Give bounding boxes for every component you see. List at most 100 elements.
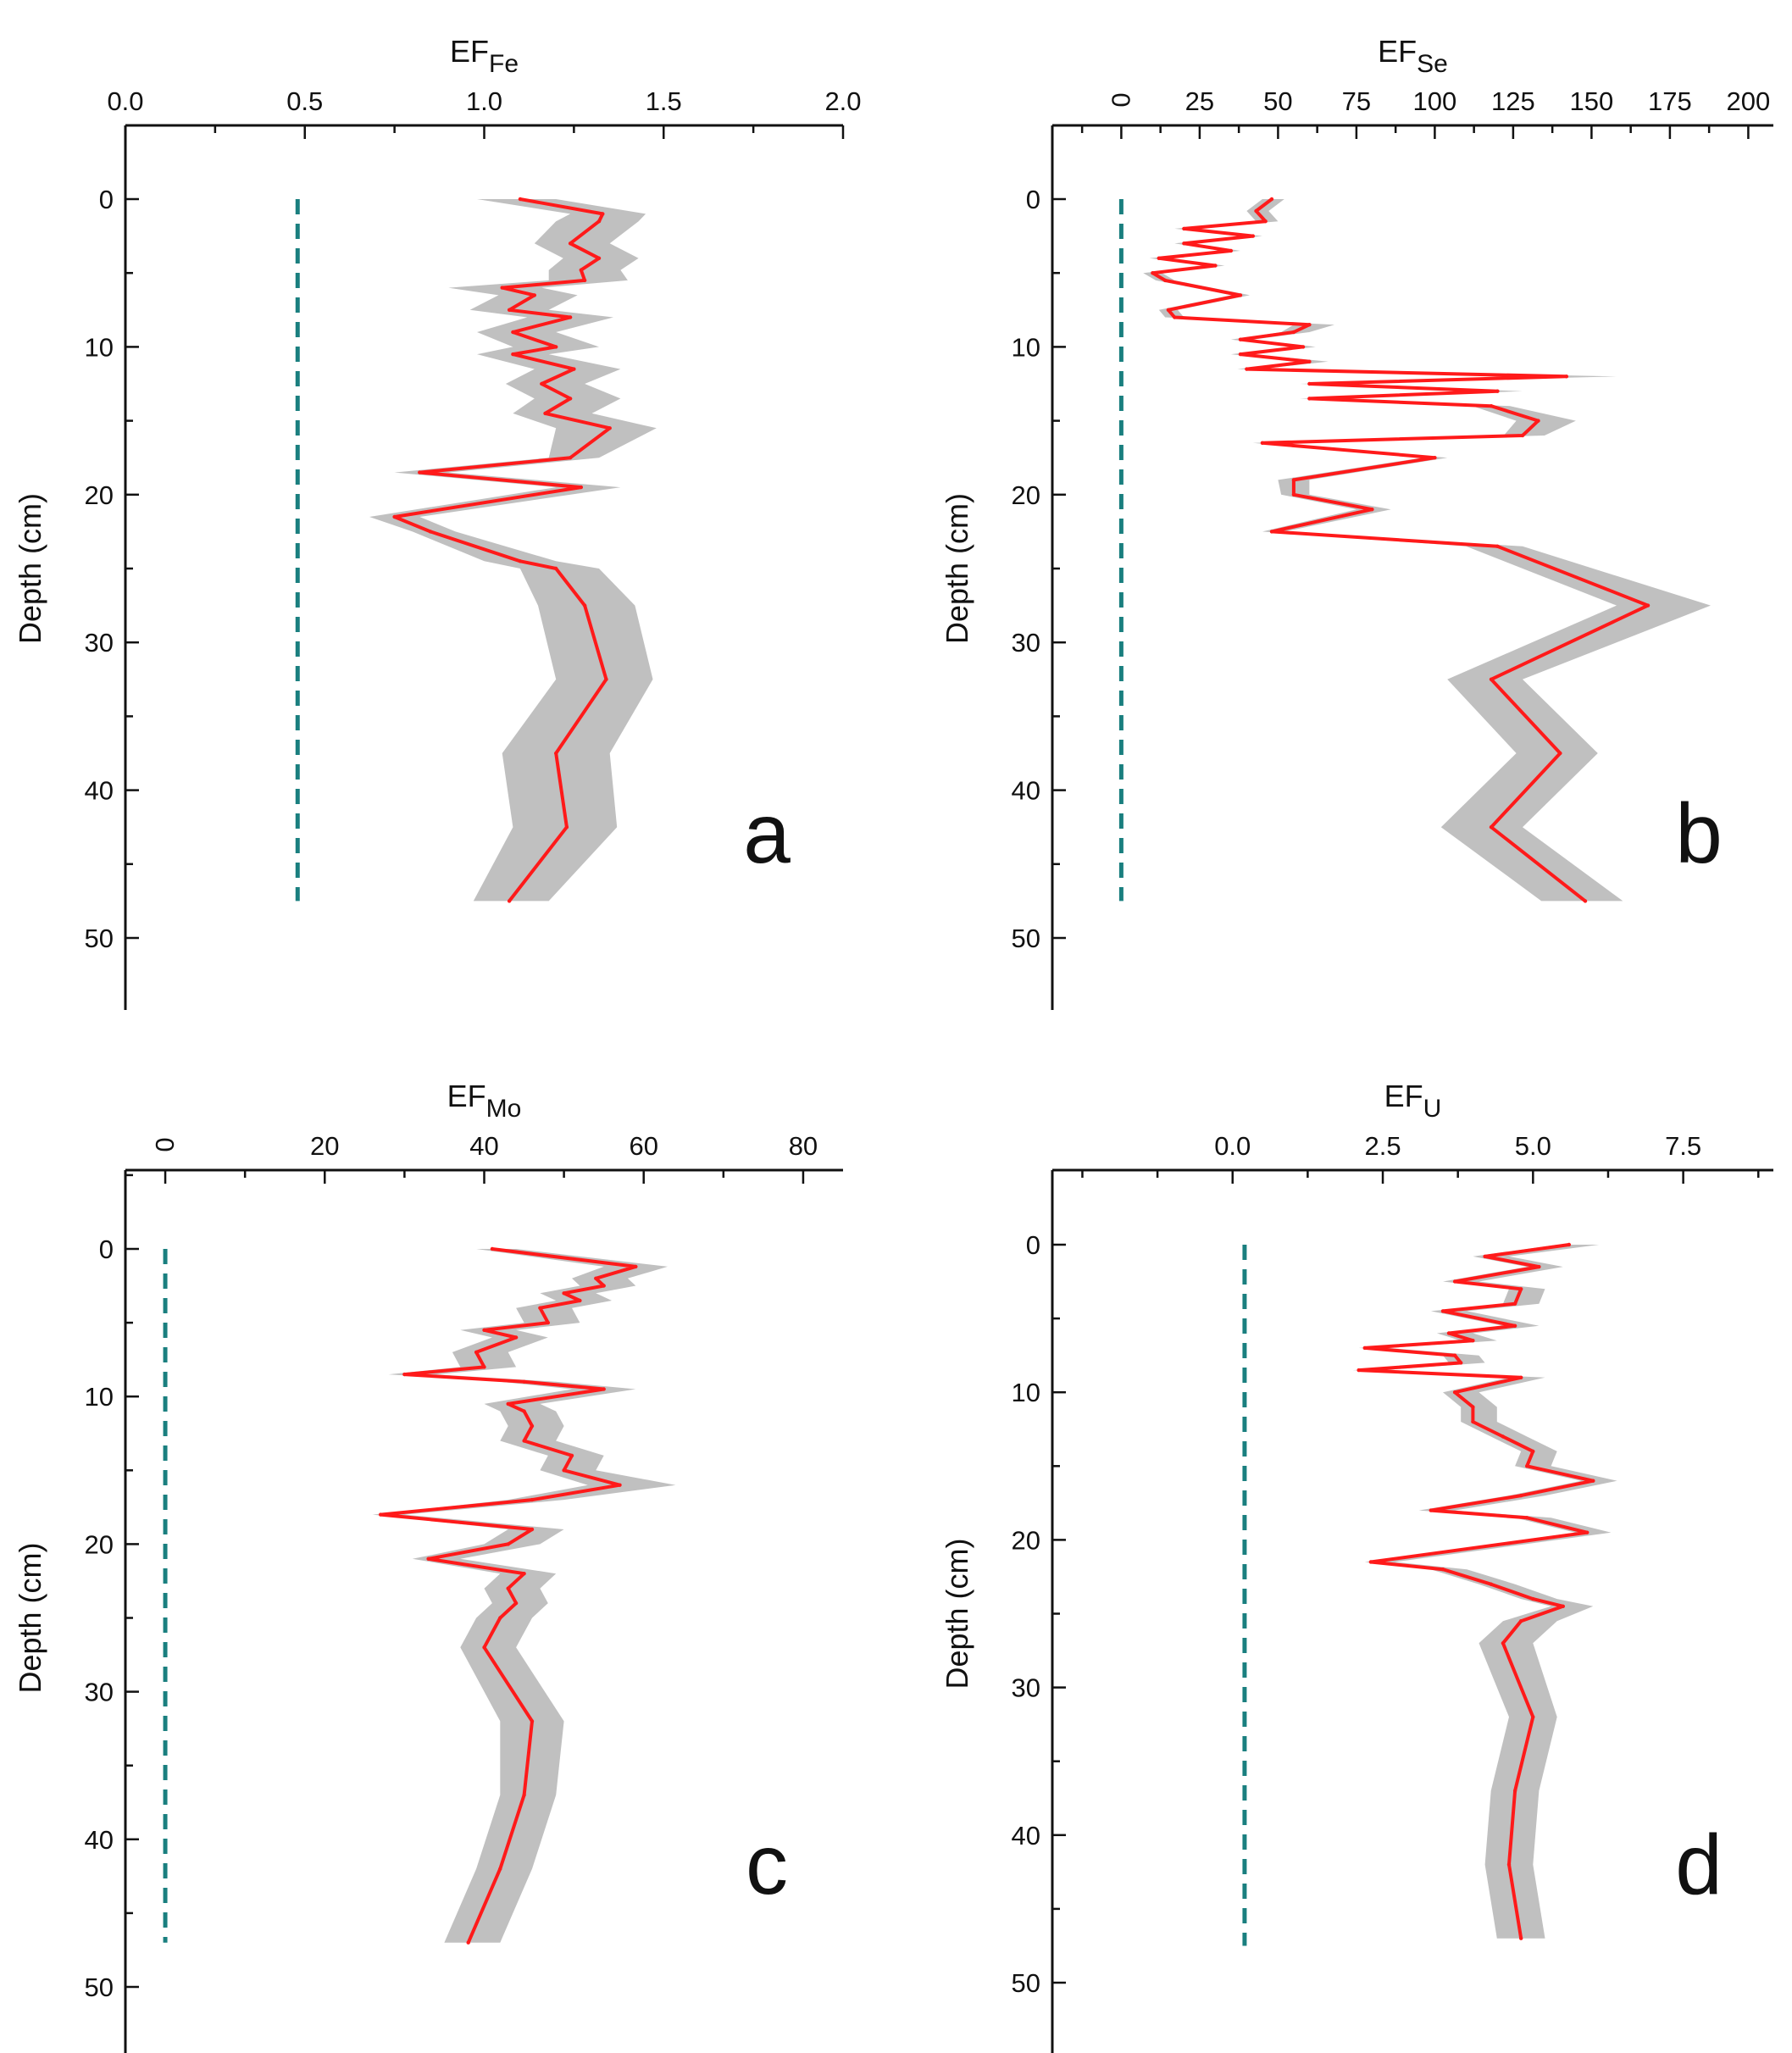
data-point	[1483, 1254, 1487, 1259]
x-tick-label: 1.0	[466, 86, 502, 116]
data-point	[1519, 1936, 1523, 1940]
data-point	[490, 1246, 495, 1251]
data-point	[498, 1867, 502, 1871]
data-point	[1291, 330, 1296, 335]
data-point	[1519, 1493, 1523, 1498]
data-point	[1489, 677, 1494, 681]
data-point	[1151, 271, 1155, 275]
data-point	[1307, 397, 1312, 401]
panel-letter-b: b	[1675, 786, 1723, 881]
data-point	[564, 825, 569, 830]
x-tick-label: 0.0	[107, 86, 143, 116]
data-point	[518, 559, 523, 563]
data-point	[1525, 1464, 1529, 1468]
data-point	[602, 1284, 606, 1288]
y-tick-label: 50	[1012, 924, 1040, 953]
data-point	[1645, 603, 1651, 608]
data-point	[522, 1409, 526, 1413]
y-tick-label: 40	[85, 776, 114, 806]
y-tick-label: 40	[1012, 1821, 1040, 1850]
data-point	[562, 1468, 566, 1473]
data-point	[1564, 375, 1569, 379]
data-point	[506, 1586, 510, 1590]
data-point	[568, 456, 573, 460]
y-tick-label: 50	[85, 1973, 114, 2002]
data-point	[511, 330, 515, 335]
x-axis-title-base: EF	[450, 34, 489, 69]
y-tick-label: 10	[85, 332, 114, 362]
x-tick-label: 0	[1106, 92, 1135, 107]
data-point	[1263, 219, 1268, 224]
x-tick-label: 0.0	[1214, 1131, 1251, 1161]
data-point	[532, 293, 536, 297]
data-point	[578, 1298, 582, 1303]
data-point	[1440, 1309, 1445, 1313]
data-point	[1531, 1449, 1535, 1454]
data-point	[1245, 367, 1249, 371]
x-tick-label: 20	[310, 1131, 339, 1161]
data-point	[554, 751, 558, 756]
x-tick-label: 150	[1570, 86, 1614, 116]
data-point	[618, 1483, 622, 1487]
data-point	[482, 1365, 486, 1369]
data-point	[522, 1793, 526, 1797]
data-point	[1506, 1862, 1512, 1867]
data-point	[1166, 308, 1171, 312]
data-point	[1501, 1641, 1506, 1645]
data-point	[1238, 352, 1243, 357]
data-point	[507, 899, 512, 903]
data-point	[1489, 1582, 1493, 1586]
data-point	[634, 1264, 638, 1269]
data-point	[530, 1497, 535, 1502]
data-point	[1495, 544, 1500, 548]
data-point	[474, 1350, 479, 1355]
data-point	[568, 241, 573, 246]
x-axis-title-base: EF	[1384, 1079, 1423, 1113]
data-point	[1471, 1419, 1475, 1424]
data-point	[1213, 264, 1218, 268]
data-point	[1182, 226, 1186, 231]
data-point	[530, 1423, 535, 1429]
x-tick-label: 75	[1342, 86, 1371, 116]
data-point	[546, 1320, 550, 1325]
data-point	[500, 286, 504, 290]
data-point	[1182, 241, 1186, 246]
data-point	[1291, 478, 1296, 482]
data-points-a	[392, 197, 612, 903]
data-point	[568, 315, 573, 319]
data-point	[1440, 1567, 1445, 1572]
uncertainty-band-b	[1143, 199, 1711, 902]
data-point	[582, 278, 587, 283]
data-point	[418, 470, 422, 474]
y-axis-title-c: Depth (cm)	[13, 1542, 47, 1693]
data-point	[1269, 530, 1274, 534]
panel-letter-a: a	[743, 786, 791, 881]
data-point	[1520, 433, 1525, 438]
panel-c: 0 20 40 60 80 EFMo 0 10 20 30 40 50 Depth (cm) c	[13, 1079, 843, 2053]
y-tick-label: 50	[1012, 1968, 1040, 1998]
data-point	[596, 256, 602, 260]
data-points-b	[1151, 197, 1651, 903]
data-point	[1446, 1331, 1451, 1335]
data-point	[1238, 337, 1243, 341]
data-point	[506, 1542, 510, 1546]
y-tick-label: 30	[85, 1678, 114, 1707]
y-tick-label: 40	[85, 1825, 114, 1855]
data-point	[1173, 315, 1177, 319]
data-point	[428, 530, 433, 534]
data-point	[1489, 404, 1494, 408]
data-point	[1471, 1405, 1475, 1409]
data-point	[1489, 825, 1494, 830]
x-tick-label: 1.5	[646, 86, 682, 116]
y-axis-title-b: Depth (cm)	[940, 493, 974, 644]
x-axis-title-sub: Fe	[489, 50, 519, 78]
uncertainty-band-a	[369, 199, 657, 902]
data-point	[1238, 293, 1243, 297]
panel-letter-d: d	[1675, 1817, 1723, 1912]
data-point	[513, 1335, 519, 1340]
data-point	[1585, 1530, 1589, 1534]
data-point	[1291, 492, 1296, 497]
panel-b: 0 25 50 75 100 125 150 175 200 EFSe 0 10 20 30 40 50 Dep…	[940, 34, 1773, 1010]
data-point	[554, 566, 558, 571]
data-point	[1567, 1242, 1572, 1247]
